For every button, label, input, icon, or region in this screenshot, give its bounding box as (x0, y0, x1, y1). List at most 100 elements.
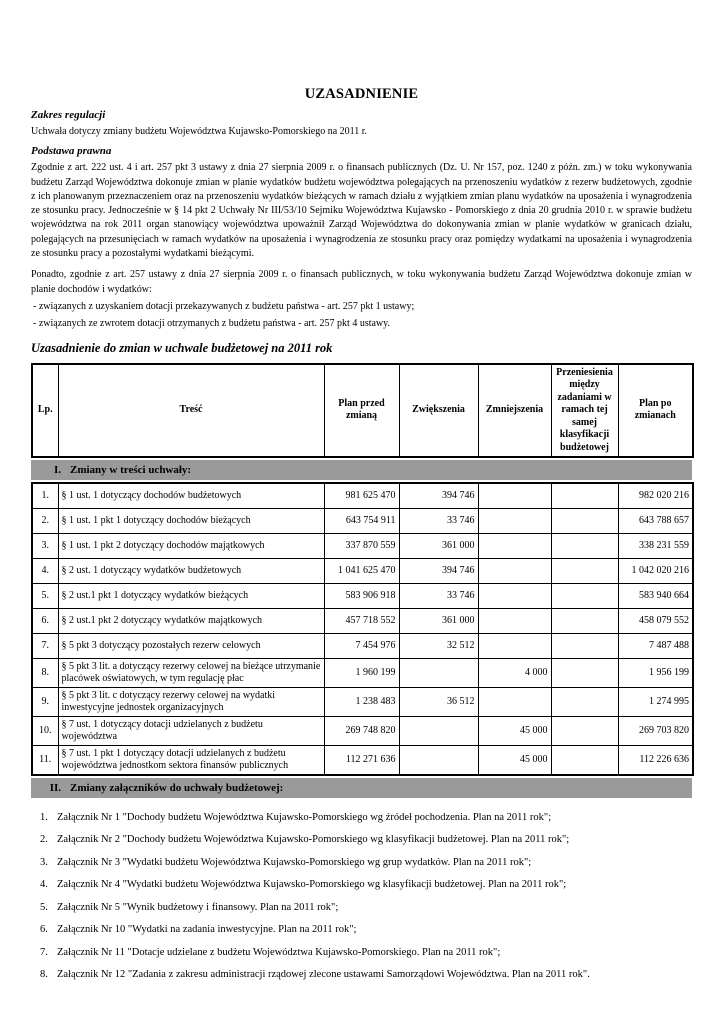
cell-plan-po: 112 226 636 (617, 744, 694, 776)
column-header-plan-przed: Plan przed zmianą (323, 363, 400, 458)
cell-plan-po: 458 079 552 (617, 607, 694, 634)
section-i-title: Zmiany w treści uchwały: (70, 464, 192, 477)
cell-zwiekszenia: 36 512 (398, 686, 479, 717)
cell-tresc: § 1 ust. 1 pkt 1 dotyczący dochodów bież… (57, 507, 325, 534)
table-row: 3. § 1 ust. 1 pkt 2 dotyczący dochodów m… (31, 532, 694, 559)
attachment-text: Załącznik Nr 12 "Zadania z zakresu admin… (57, 969, 590, 981)
table-row: 5. § 2 ust.1 pkt 1 dotyczący wydatków bi… (31, 582, 694, 609)
cell-plan-po: 1 274 995 (617, 686, 694, 717)
cell-tresc: § 7 ust. 1 dotyczący dotacji udzielanych… (57, 715, 325, 746)
cell-lp: 4. (31, 557, 59, 584)
cell-przeniesienia (550, 507, 619, 534)
attachment-item: 1. Załącznik Nr 1 "Dochody budżetu Wojew… (31, 811, 692, 824)
table-row: 1. § 1 ust. 1 dotyczący dochodów budżeto… (31, 482, 694, 509)
table-header-row: Lp. Treść Plan przed zmianą Zwiększenia … (31, 363, 694, 458)
attachment-text: Załącznik Nr 5 "Wynik budżetowy i finans… (57, 901, 339, 913)
table-row: 8. § 5 pkt 3 lit. a dotyczący rezerwy ce… (31, 657, 694, 688)
cell-zwiekszenia: 32 512 (398, 632, 479, 659)
cell-przeniesienia (550, 532, 619, 559)
table-row: 11. § 7 ust. 1 pkt 1 dotyczący dotacji u… (31, 744, 694, 776)
cell-plan-przed: 643 754 911 (323, 507, 400, 534)
attachment-number: 4. (40, 879, 48, 891)
section-ii-numeral: II. (49, 781, 61, 794)
cell-tresc: § 5 pkt 3 lit. a dotyczący rezerwy celow… (57, 657, 325, 688)
attachment-text: Załącznik Nr 4 "Wydatki budżetu Wojewódz… (57, 879, 567, 891)
cell-lp: 2. (31, 507, 59, 534)
cell-tresc: § 5 pkt 3 lit. c dotyczący rezerwy celow… (57, 686, 325, 717)
attachment-number: 3. (40, 856, 48, 868)
column-header-tresc: Treść (57, 363, 325, 458)
table-row: 4. § 2 ust. 1 dotyczący wydatków budżeto… (31, 557, 694, 584)
cell-przeniesienia (550, 557, 619, 584)
cell-plan-przed: 337 870 559 (323, 532, 400, 559)
attachment-text: Załącznik Nr 2 "Dochody budżetu Wojewódz… (57, 834, 570, 846)
cell-przeniesienia (550, 657, 619, 688)
heading-zakres-regulacji: Zakres regulacji (31, 109, 106, 121)
attachment-item: 7. Załącznik Nr 11 "Dotacje udzielane z … (31, 946, 692, 959)
page-title: UZASADNIENIE (304, 86, 419, 102)
cell-zmniejszenia (477, 607, 552, 634)
cell-zmniejszenia (477, 507, 552, 534)
cell-plan-po: 1 956 199 (617, 657, 694, 688)
cell-tresc: § 2 ust.1 pkt 1 dotyczący wydatków bieżą… (57, 582, 325, 609)
cell-zwiekszenia (398, 744, 479, 776)
document-content: UZASADNIENIE Zakres regulacji Uchwała do… (31, 0, 694, 991)
cell-przeniesienia (550, 715, 619, 746)
cell-zwiekszenia (398, 715, 479, 746)
column-header-plan-po: Plan po zmianach (617, 363, 694, 458)
cell-zmniejszenia (477, 557, 552, 584)
dash-list-item: - związanych z uzyskaniem dotacji przeka… (33, 300, 415, 312)
cell-zwiekszenia: 361 000 (398, 607, 479, 634)
cell-zmniejszenia (477, 686, 552, 717)
cell-lp: 7. (31, 632, 59, 659)
cell-plan-przed: 1 041 625 470 (323, 557, 400, 584)
attachments-list: 1. Załącznik Nr 1 "Dochody budżetu Wojew… (31, 811, 692, 982)
cell-plan-po: 643 788 657 (617, 507, 694, 534)
column-header-zmniejszenia: Zmniejszenia (477, 363, 552, 458)
cell-zwiekszenia: 33 746 (398, 507, 479, 534)
cell-przeniesienia (550, 582, 619, 609)
cell-zmniejszenia: 45 000 (477, 715, 552, 746)
cell-tresc: § 2 ust.1 pkt 2 dotyczący wydatków mająt… (57, 607, 325, 634)
cell-tresc: § 1 ust. 1 dotyczący dochodów budżetowyc… (57, 482, 325, 509)
cell-zmniejszenia (477, 582, 552, 609)
cell-przeniesienia (550, 607, 619, 634)
cell-zmniejszenia (477, 532, 552, 559)
cell-przeniesienia (550, 482, 619, 509)
dash-list: - związanych z uzyskaniem dotacji przeka… (31, 300, 692, 332)
cell-lp: 8. (31, 657, 59, 688)
table-section-heading: Uzasadnienie do zmian w uchwale budżetow… (31, 340, 333, 355)
paragraph-zakres: Uchwała dotyczy zmiany budżetu Województ… (31, 126, 368, 137)
attachment-number: 6. (40, 924, 48, 936)
budget-table-header: Lp. Treść Plan przed zmianą Zwiększenia … (31, 362, 694, 459)
attachment-number: 8. (40, 969, 48, 981)
cell-plan-przed: 269 748 820 (323, 715, 400, 746)
cell-plan-po: 338 231 559 (617, 532, 694, 559)
cell-plan-przed: 7 454 976 (323, 632, 400, 659)
table-row: 2. § 1 ust. 1 pkt 1 dotyczący dochodów b… (31, 507, 694, 534)
cell-tresc: § 1 ust. 1 pkt 2 dotyczący dochodów mają… (57, 532, 325, 559)
cell-plan-przed: 1 238 483 (323, 686, 400, 717)
cell-lp: 11. (31, 744, 59, 776)
table-row: 6. § 2 ust.1 pkt 2 dotyczący wydatków ma… (31, 607, 694, 634)
attachment-number: 1. (40, 811, 48, 823)
cell-lp: 6. (31, 607, 59, 634)
paragraph-ponadto: Ponadto, zgodnie z art. 257 ustawy z dni… (31, 269, 692, 295)
table-row: 9. § 5 pkt 3 lit. c dotyczący rezerwy ce… (31, 686, 694, 717)
column-header-zwiekszenia: Zwiększenia (398, 363, 479, 458)
cell-tresc: § 5 pkt 3 dotyczący pozostałych rezerw c… (57, 632, 325, 659)
column-header-przeniesienia: Przeniesienia między zadaniami w ramach … (550, 363, 619, 458)
cell-zwiekszenia: 394 746 (398, 557, 479, 584)
cell-przeniesienia (550, 744, 619, 776)
cell-lp: 5. (31, 582, 59, 609)
cell-zwiekszenia (398, 657, 479, 688)
cell-zmniejszenia: 4 000 (477, 657, 552, 688)
cell-lp: 1. (31, 482, 59, 509)
cell-tresc: § 7 ust. 1 pkt 1 dotyczący dotacji udzie… (57, 744, 325, 776)
attachment-text: Załącznik Nr 11 "Dotacje udzielane z bud… (57, 946, 501, 958)
section-bar-ii: II. Zmiany załączników do uchwały budżet… (31, 777, 692, 798)
cell-plan-po: 982 020 216 (617, 482, 694, 509)
cell-zwiekszenia: 361 000 (398, 532, 479, 559)
cell-zwiekszenia: 33 746 (398, 582, 479, 609)
